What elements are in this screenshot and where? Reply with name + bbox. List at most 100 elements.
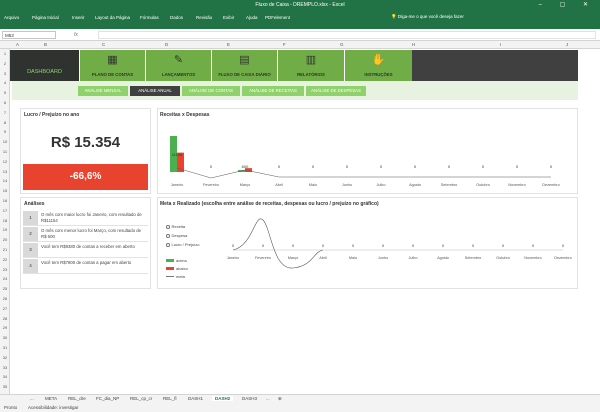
sheet-tab-dash1[interactable]: DASH1 xyxy=(188,396,204,401)
subtab-analise-contas[interactable]: ANÁLISE DE CONTAS xyxy=(182,86,240,96)
bar-data-label: 600 xyxy=(242,164,249,169)
row-header[interactable]: 13 xyxy=(2,168,8,174)
sheet-tab-fc-dia-np[interactable]: FC_dia_NP xyxy=(96,396,120,401)
row-header[interactable]: 5 xyxy=(3,90,7,96)
row-header[interactable]: 28 xyxy=(2,315,8,321)
line-data-label: 0 xyxy=(292,244,294,248)
column-header[interactable]: E xyxy=(227,42,231,47)
status-bar: Pronto Acessibilidade: investigar xyxy=(0,403,600,412)
column-header[interactable]: H xyxy=(412,42,416,47)
ribbon-tab-exibir[interactable]: Exibir xyxy=(223,15,235,20)
nav-lancamentos[interactable]: ✎ LANÇAMENTOS xyxy=(145,50,211,81)
sheet-tab-rel-cp-cr[interactable]: REL_cp_cr xyxy=(130,396,153,401)
radio-lucro[interactable]: Lucro / Prejuízo xyxy=(166,242,200,247)
legend-meta: meta xyxy=(166,274,185,279)
row-header[interactable]: 29 xyxy=(2,325,8,331)
row-header[interactable]: 31 xyxy=(2,345,8,350)
row-header[interactable]: 16 xyxy=(2,198,8,203)
ribbon-tab-formulas[interactable]: Fórmulas xyxy=(140,15,159,20)
subtab-analise-receitas[interactable]: ANÁLISE DE RECEITAS xyxy=(242,86,304,96)
row-header[interactable]: 33 xyxy=(2,364,8,370)
column-header[interactable]: F xyxy=(283,42,286,47)
sheet-tab-more[interactable]: ... xyxy=(30,396,34,401)
ribbon-tab-pdfelement[interactable]: PDFelement xyxy=(265,15,291,20)
row-header[interactable]: 20 xyxy=(2,237,8,243)
sheet-tab-dash3[interactable]: DASH3 xyxy=(242,396,258,401)
row-header[interactable]: 35 xyxy=(2,384,8,390)
column-header[interactable]: J xyxy=(566,42,569,47)
x-tick-label: Outubro xyxy=(476,183,490,187)
radio-receita[interactable]: Receita xyxy=(166,224,185,229)
row-header[interactable]: 25 xyxy=(2,286,8,292)
subtab-analise-anual[interactable]: ANÁLISE ANUAL xyxy=(130,86,180,96)
ribbon: Arquivo Página Inicial Inserir Layout da… xyxy=(0,9,600,29)
column-header[interactable]: B xyxy=(44,42,48,47)
ribbon-tab-layout[interactable]: Layout da Página xyxy=(95,15,131,20)
row-header[interactable]: 30 xyxy=(2,335,8,341)
row-header[interactable]: 14 xyxy=(2,178,8,184)
row-header[interactable]: 27 xyxy=(2,305,8,311)
row-header[interactable]: 2 xyxy=(3,60,7,66)
row-header[interactable]: 24 xyxy=(2,276,8,282)
column-header[interactable]: C xyxy=(102,42,106,47)
row-header[interactable]: 6 xyxy=(3,100,7,105)
column-header[interactable]: I xyxy=(500,42,502,47)
row-header[interactable]: 32 xyxy=(2,354,8,360)
line-data-label: 0 xyxy=(232,244,234,248)
ribbon-tab-ajuda[interactable]: Ajuda xyxy=(246,15,258,20)
nav-relatorios[interactable]: ▥ RELATÓRIOS xyxy=(277,50,344,81)
row-header[interactable]: 21 xyxy=(2,247,8,252)
nav-fluxo-caixa-diario[interactable]: ▤ FLUXO DE CAIXA DIÁRIO xyxy=(211,50,277,81)
row-header[interactable]: 10 xyxy=(2,139,8,145)
column-header[interactable]: D xyxy=(165,42,169,47)
row-header[interactable]: 18 xyxy=(2,217,8,223)
sheet-tab-rel-dre[interactable]: REL_dre xyxy=(68,396,86,401)
tell-me-search[interactable]: 💡 Diga-me o que você deseja fazer xyxy=(391,14,464,19)
column-header[interactable]: G xyxy=(340,42,344,47)
row-header[interactable]: 9 xyxy=(3,129,7,135)
hands-icon: ✋ xyxy=(371,54,386,66)
row-header[interactable]: 23 xyxy=(2,266,8,272)
sheet-tab-rel-fl[interactable]: REL_fl xyxy=(163,396,177,401)
row-header[interactable]: 8 xyxy=(3,119,7,125)
x-tick-label: Junho xyxy=(378,256,388,260)
column-header[interactable]: A xyxy=(16,42,20,47)
subtab-analise-despesas[interactable]: ANÁLISE DE DESPESAS xyxy=(306,86,366,96)
row-header[interactable]: 34 xyxy=(2,374,8,380)
name-box[interactable]: M53 xyxy=(2,31,56,39)
ribbon-tab-dados[interactable]: Dados xyxy=(170,15,184,20)
ribbon-tab-pagina-inicial[interactable]: Página Inicial xyxy=(32,15,59,20)
row-header[interactable]: 4 xyxy=(3,80,7,86)
sheet-tab-more-right[interactable]: ... xyxy=(266,396,270,401)
row-header[interactable]: 3 xyxy=(3,70,7,76)
sheet-tab-dash2[interactable]: DASH2 xyxy=(212,396,234,401)
row-header[interactable]: 19 xyxy=(2,227,8,233)
row-header[interactable]: 26 xyxy=(2,296,8,301)
nav-plano-de-contas[interactable]: ▦ PLANO DE CONTAS xyxy=(79,50,145,81)
row-header[interactable]: 7 xyxy=(3,109,7,115)
row-header[interactable]: 11 xyxy=(2,149,8,154)
status-accessibility[interactable]: Acessibilidade: investigar xyxy=(28,405,79,410)
radio-despesa[interactable]: Despesa xyxy=(166,233,187,238)
row-header[interactable]: 15 xyxy=(2,188,8,194)
add-sheet-icon[interactable]: ⊕ xyxy=(278,396,282,401)
ribbon-tab-inserir[interactable]: Inserir xyxy=(72,15,85,20)
formula-input[interactable] xyxy=(98,31,596,39)
x-tick-label: Dezembro xyxy=(542,183,560,187)
sheet-tab-meta[interactable]: META xyxy=(45,396,58,401)
ribbon-tab-arquivo[interactable]: Arquivo xyxy=(4,15,20,20)
subtab-analise-mensal[interactable]: ANÁLISE MENSAL xyxy=(78,86,128,96)
nav-instrucoes[interactable]: ✋ INSTRUÇÕES xyxy=(344,50,412,81)
line-data-label: 0 xyxy=(382,244,384,248)
ribbon-tab-revisao[interactable]: Revisão xyxy=(196,15,213,20)
row-header[interactable]: 17 xyxy=(2,207,8,213)
bar-data-label: 0 xyxy=(312,164,315,169)
x-tick-label: Março xyxy=(240,183,251,187)
window-controls[interactable]: ‒ ▢ ✕ xyxy=(538,2,596,8)
dashboard-button[interactable]: DASHBOARD xyxy=(10,50,79,81)
fx-icon[interactable]: fx xyxy=(74,32,78,38)
bar-data-label: 0 xyxy=(210,164,213,169)
row-header[interactable]: 1 xyxy=(3,51,7,56)
row-header[interactable]: 22 xyxy=(2,256,8,262)
row-header[interactable]: 12 xyxy=(2,158,8,164)
